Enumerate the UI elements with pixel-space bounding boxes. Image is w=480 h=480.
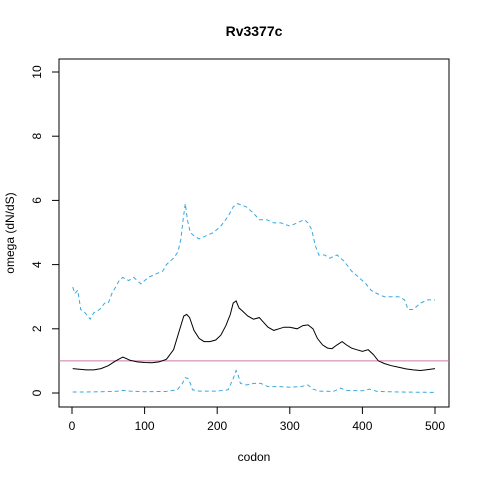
x-axis: 0 100 200 300 400 500	[69, 406, 445, 433]
series-lower-bound	[72, 369, 436, 393]
y-axis-label: omega (dN/dS)	[3, 192, 17, 273]
x-tick-label: 100	[135, 419, 155, 433]
x-axis-label: codon	[238, 450, 271, 464]
y-tick-label: 4	[30, 261, 44, 268]
y-tick-label: 10	[30, 65, 44, 79]
x-tick-label: 400	[352, 419, 372, 433]
series-upper-bound	[72, 203, 435, 321]
chart-title: Rv3377c	[226, 23, 283, 39]
series-layer	[59, 203, 449, 393]
x-tick-label: 0	[69, 419, 76, 433]
y-tick-label: 6	[30, 197, 44, 204]
series-estimate	[72, 300, 436, 372]
y-tick-label: 2	[30, 325, 44, 332]
y-tick-label: 8	[30, 133, 44, 140]
x-tick-label: 500	[425, 419, 445, 433]
y-axis: 0 2 4 6 8 10	[30, 65, 60, 396]
x-tick-label: 300	[280, 419, 300, 433]
y-tick-label: 0	[30, 389, 44, 396]
x-tick-label: 200	[207, 419, 227, 433]
plot-area-frame	[58, 58, 450, 408]
